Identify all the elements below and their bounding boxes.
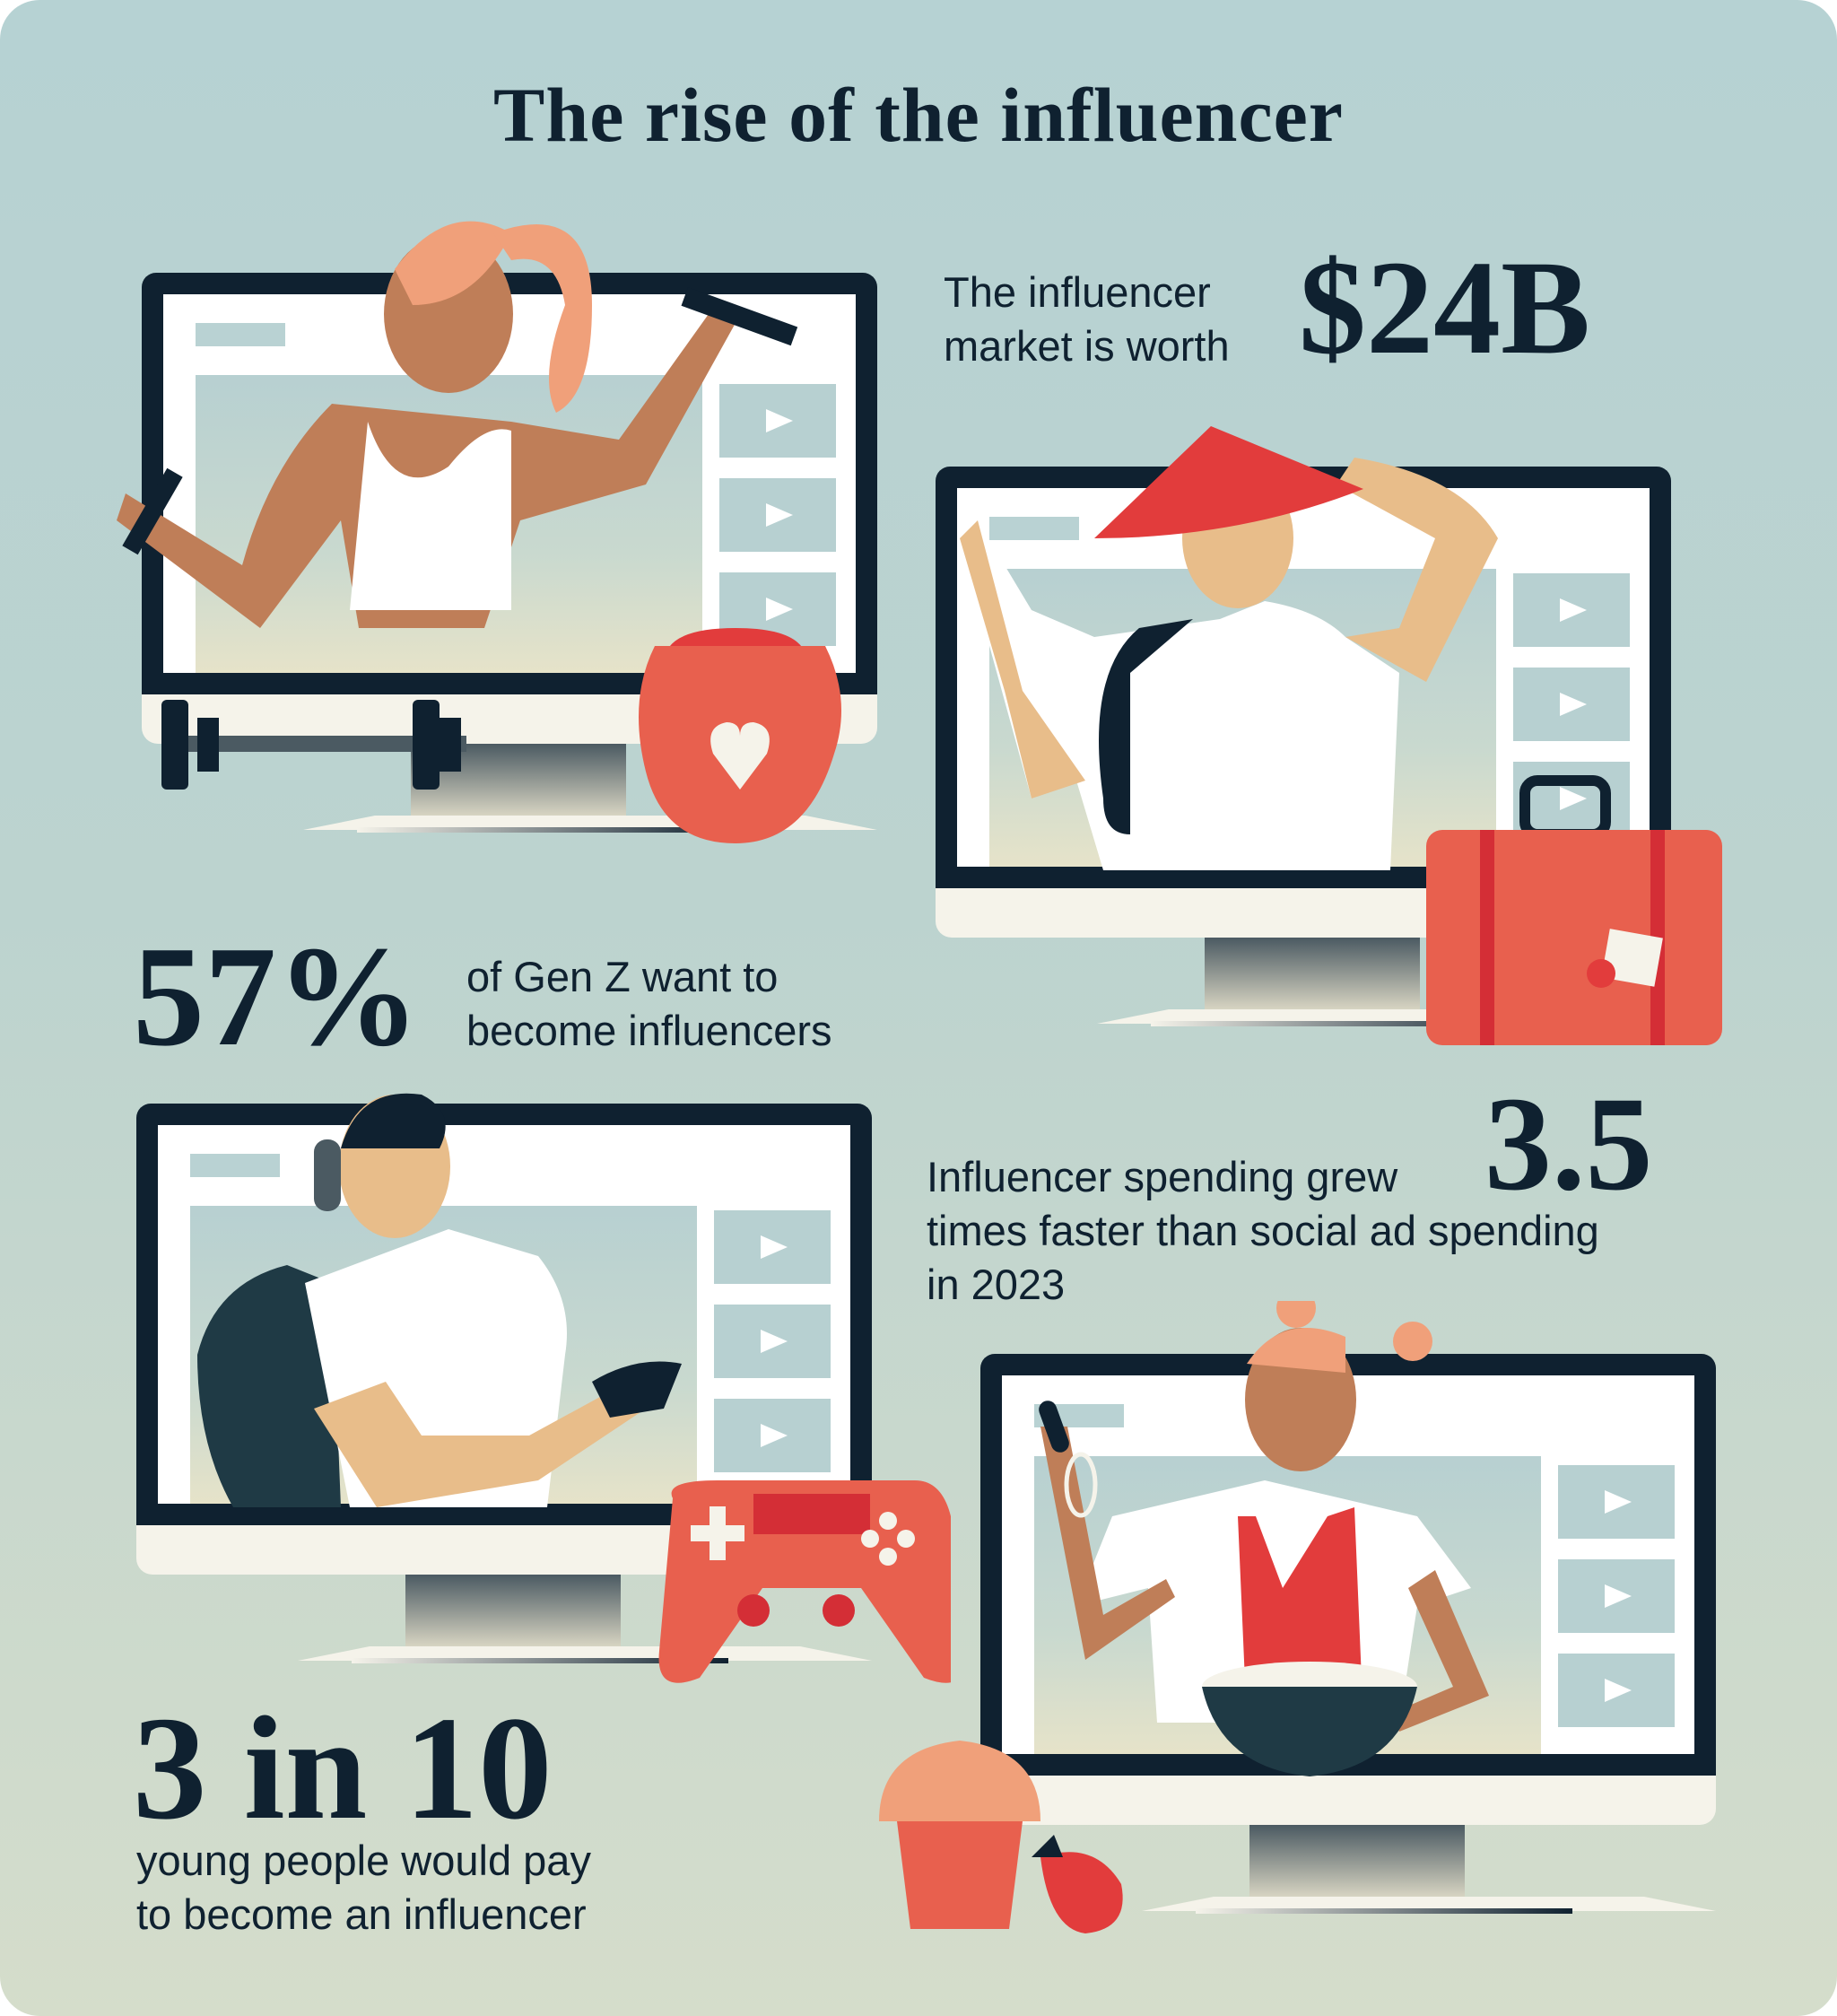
market-label-line1: The influencer (944, 268, 1211, 316)
genz-label-line2: become influencers (466, 1007, 832, 1054)
play-icon (1560, 693, 1587, 716)
play-icon (766, 503, 793, 527)
pay-label-line2: to become an influencer (136, 1890, 587, 1938)
ponytail (493, 224, 592, 413)
play-icon (1560, 598, 1587, 622)
play-icon (1560, 787, 1587, 810)
controller-in-hand (592, 1361, 682, 1418)
spending-value: 3.5 (1484, 1069, 1653, 1218)
play-icon (766, 409, 793, 432)
arm-right (1390, 1570, 1489, 1732)
play-icon (766, 598, 793, 621)
conical-hat (1094, 426, 1363, 538)
market-value: $24B (1299, 233, 1591, 382)
cooking-influencer-illustration (879, 1301, 1489, 1933)
mixing-bowl-icon (1202, 1662, 1417, 1776)
pay-label: young people would pay to become an infl… (136, 1834, 591, 1942)
play-icon (1605, 1490, 1632, 1514)
video-thumbnail (719, 478, 836, 552)
arm-left (1040, 1427, 1175, 1660)
spending-label: Influencer spending grew times faster th… (927, 1150, 1599, 1312)
play-icon (761, 1330, 788, 1353)
hair (1247, 1328, 1345, 1373)
barbell-icon (161, 700, 466, 790)
headphones-icon (314, 1139, 341, 1211)
pay-label-line1: young people would pay (136, 1837, 591, 1884)
video-thumbnail (719, 384, 836, 458)
suitcase-icon (1426, 775, 1722, 1045)
whisk-icon (1039, 1401, 1098, 1518)
market-label-line2: market is worth (944, 322, 1230, 370)
arm-right (1336, 458, 1498, 682)
genz-label-line1: of Gen Z want to (466, 953, 779, 1000)
page-title: The rise of the influencer (493, 72, 1344, 158)
hair (395, 221, 511, 305)
play-icon (1605, 1679, 1632, 1702)
fitness-body (117, 314, 736, 628)
gamepad-icon (658, 1480, 951, 1683)
pay-value: 3 in 10 (133, 1686, 553, 1850)
spending-label-line2: times faster than social ad spending (927, 1207, 1599, 1254)
heart-icon (710, 722, 770, 790)
play-icon (761, 1424, 788, 1447)
gaming-chair (197, 1265, 341, 1507)
muffin-icon (879, 1741, 1040, 1929)
play-icon (1605, 1584, 1632, 1608)
play-icon (761, 1235, 788, 1259)
arms (314, 1382, 646, 1507)
backpack-strap (1099, 619, 1193, 834)
gaming-influencer-illustration (197, 1093, 951, 1683)
fitness-influencer-illustration (117, 221, 841, 843)
url-bar (196, 323, 285, 346)
market-label: The influencer market is worth (944, 266, 1230, 373)
kettlebell-icon (639, 628, 841, 843)
genz-value: 57% (133, 916, 420, 1076)
travel-influencer-illustration (960, 426, 1722, 1045)
hair (341, 1093, 446, 1148)
spending-label-line1: Influencer spending grew (927, 1153, 1398, 1200)
strawberry-icon (1032, 1835, 1123, 1933)
dumbbell-icon (122, 287, 798, 555)
sports-top (350, 422, 511, 610)
genz-label: of Gen Z want to become influencers (466, 950, 832, 1058)
spending-label-line3: in 2023 (927, 1261, 1066, 1308)
arm-left (960, 520, 1085, 799)
